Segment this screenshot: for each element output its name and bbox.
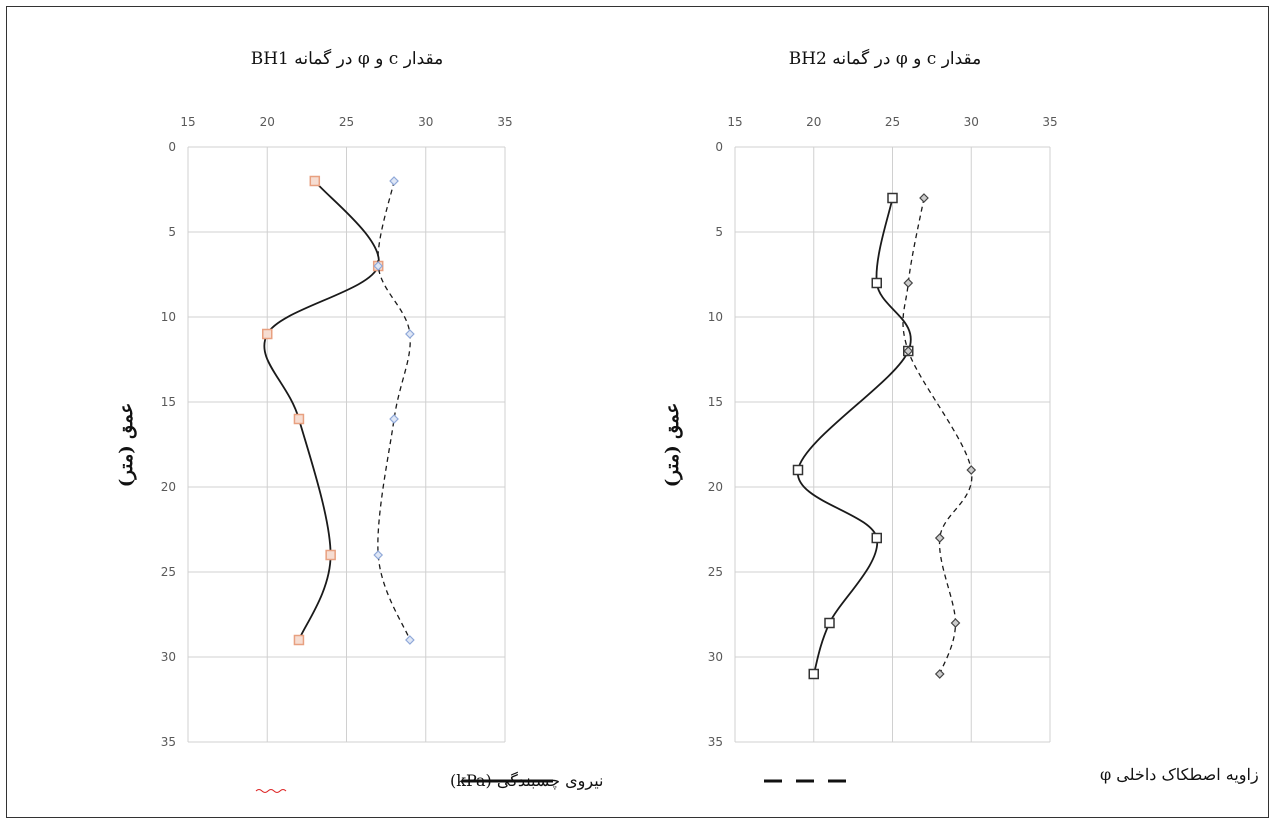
bh2-y-tick-label: 20: [708, 480, 723, 494]
legend-spellcheck-underline: [255, 789, 287, 793]
bh2-y-tick-label: 15: [708, 395, 723, 409]
bh2-x-tick-label: 15: [727, 115, 742, 129]
bh2-cohesion-point: [824, 617, 835, 629]
bh2-y-tick-label: 30: [708, 650, 723, 664]
bh2-cohesion-point: [808, 668, 819, 680]
bh1-x-tick-label: 35: [497, 115, 512, 129]
bh1-friction-series-line: [377, 180, 411, 641]
bh1-y-tick-label: 20: [161, 480, 176, 494]
bh2-y-tick-label: 35: [708, 735, 723, 749]
legend: نیروی چسبندگی (kPa) زاویه اصطکاک داخلی φ: [255, 765, 1259, 793]
bh1-y-tick-label: 15: [161, 395, 176, 409]
bh1-cohesion-point: [293, 413, 305, 425]
bh1-y-tick-label: 10: [161, 310, 176, 324]
bh2-friction-point: [919, 193, 929, 203]
bh2-cohesion-point: [871, 532, 882, 544]
figure-border: [6, 6, 1269, 818]
bh2-y-tick-label: 5: [715, 225, 723, 239]
bh1-y-tick-label: 0: [168, 140, 176, 154]
bh1-friction-point: [405, 635, 415, 645]
bh1-x-tick-label: 25: [339, 115, 354, 129]
bh1-friction-point: [373, 261, 384, 271]
bh2-cohesion-point: [792, 464, 804, 476]
legend-cohesion-label: نیروی چسبندگی (kPa): [450, 771, 603, 790]
bh2-x-tick-label: 35: [1042, 115, 1057, 129]
chart-bh2-y-axis-label: عمق (متر): [662, 403, 683, 487]
bh2-x-tick-label: 20: [806, 115, 821, 129]
bh2-friction-series-line: [902, 197, 973, 675]
bh2-y-tick-label: 0: [715, 140, 723, 154]
bh2-friction-point: [934, 533, 945, 543]
bh2-cohesion-point: [871, 277, 882, 289]
bh1-cohesion-point: [325, 549, 336, 561]
bh1-x-tick-label: 30: [418, 115, 433, 129]
bh1-cohesion-point: [309, 175, 321, 187]
bh1-friction-point: [389, 176, 399, 186]
bh1-x-tick-label: 20: [260, 115, 275, 129]
bh1-cohesion-series-line: [263, 180, 380, 641]
bh1-friction-point: [405, 329, 415, 339]
bh2-x-tick-label: 30: [964, 115, 979, 129]
chart-bh1-title: مقدار c و φ در گمانه BH1: [251, 48, 444, 69]
bh1-cohesion-point: [262, 328, 273, 340]
chart-bh1-y-axis-label: عمق (متر): [116, 403, 137, 487]
bh2-y-tick-label: 25: [708, 565, 723, 579]
bh1-friction-point: [373, 550, 384, 560]
bh2-friction-point: [966, 465, 977, 475]
bh1-cohesion-point: [293, 634, 305, 646]
bh1-x-tick-label: 15: [180, 115, 195, 129]
bh2-friction-point: [903, 278, 914, 288]
bh2-friction-point: [950, 618, 961, 628]
bh2-x-tick-label: 25: [885, 115, 900, 129]
bh1-y-tick-label: 35: [161, 735, 176, 749]
bh2-friction-point: [903, 346, 914, 356]
bh1-y-tick-label: 25: [161, 565, 176, 579]
bh2-cohesion-point: [887, 192, 898, 204]
bh2-y-tick-label: 10: [708, 310, 723, 324]
legend-friction-label: زاویه اصطکاک داخلی φ: [1100, 765, 1259, 784]
bh1-y-tick-label: 5: [168, 225, 176, 239]
bh1-friction-point: [389, 414, 399, 424]
bh2-friction-point: [934, 669, 945, 679]
bh2-cohesion-series-line: [797, 197, 912, 675]
bh1-y-tick-label: 30: [161, 650, 176, 664]
chart-bh2-title: مقدار c و φ در گمانه BH2: [789, 48, 982, 69]
